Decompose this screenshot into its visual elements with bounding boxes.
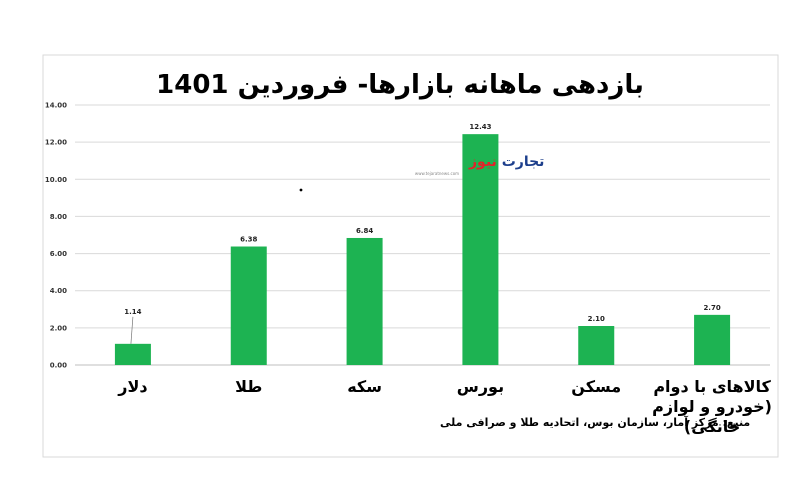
data-label: 6.38 [240,236,257,244]
data-label: 2.10 [588,315,605,323]
y-tick-label: 8.00 [50,213,67,221]
watermark-text-a: تجارت [502,154,545,170]
y-tick-label: 14.00 [45,102,67,110]
watermark-text: تجارت نیوز [468,154,544,170]
category-label: سکه [347,377,382,396]
watermark-text-b: نیوز [468,154,497,170]
y-tick-label: 6.00 [50,250,67,258]
category-label: (خودرو و لوازم [652,397,772,416]
leader-line [130,316,134,344]
watermark-logo: تجارت نیوز www.tejaratnews.com [415,154,544,176]
category-label: کالاهای با دوام [653,377,771,396]
bar [578,326,615,365]
y-tick-label: 0.00 [50,362,67,370]
data-label: 6.84 [356,227,373,235]
y-tick-label: 12.00 [45,139,67,147]
category-label: مسکن [571,377,621,396]
chart-title: بازدهی ماهانه بازارها- فروردین 1401 [156,70,644,100]
grid-lines [75,104,770,329]
data-labels: 1.14 6.38 6.84 12.43 2.10 2.70 [124,123,721,344]
y-tick-label: 2.00 [50,324,67,332]
bars [114,134,731,365]
y-tick-label: 4.00 [50,287,67,295]
data-label: 12.43 [469,123,491,131]
stray-dot [299,188,303,192]
category-label: طلا [235,377,262,396]
category-label: بورس [457,377,504,396]
bar [346,237,383,365]
y-tick-label: 10.00 [45,176,67,184]
chart-border [42,54,779,458]
y-axis-ticks: 0.00 2.00 4.00 6.00 8.00 10.00 12.00 14.00 [45,102,67,370]
bar [114,343,151,365]
bar [230,246,267,365]
category-label: دلار [117,377,147,396]
watermark-url: www.tejaratnews.com [415,171,459,176]
data-label: 2.70 [703,304,720,312]
source-note: منبع: مرکز آمار، سازمان بوس، اتحادیه طلا… [440,415,750,429]
bar [694,314,731,365]
data-label: 1.14 [124,308,141,316]
category-labels: دلار طلا سکه بورس مسکن کالاهای با دوام(خودرو … [117,377,772,436]
bar [462,134,499,365]
category-label: خانگی) [684,417,740,436]
